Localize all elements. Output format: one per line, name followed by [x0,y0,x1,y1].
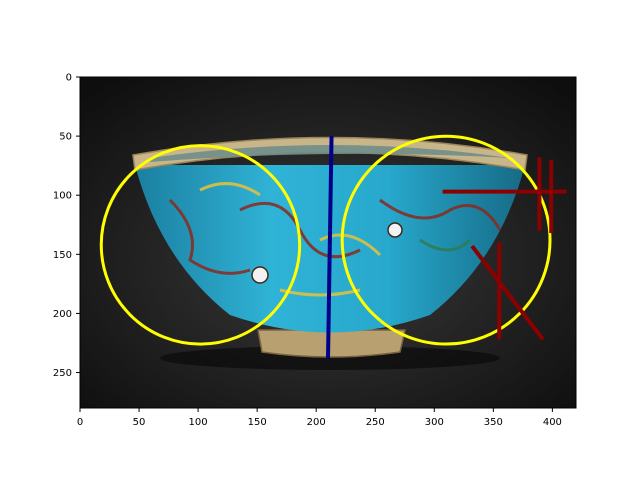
bowl-medallion [251,266,269,284]
x-axis: 0 50 100 150 200 250 300 350 400 [77,408,562,428]
x-tick-label: 300 [425,417,444,428]
x-tick-label: 200 [307,417,326,428]
annotation-cross-mark [470,244,545,341]
y-tick-label: 150 [53,250,72,261]
x-tick-label: 50 [133,417,146,428]
y-tick-label: 200 [53,309,72,320]
y-axis: 0 50 100 150 200 250 [53,73,80,379]
x-tick-label: 350 [484,417,503,428]
y-tick-label: 250 [53,368,72,379]
y-tick-label: 0 [66,73,72,84]
bowl-foot [257,329,406,358]
annotation-circle [99,144,302,346]
y-tick-label: 50 [59,132,72,143]
x-tick-label: 100 [189,417,208,428]
annotation-overlay [99,134,567,359]
bowl-decoration [168,182,502,297]
x-tick-label: 250 [366,417,385,428]
x-tick-label: 150 [248,417,267,428]
axes-frame [79,76,577,409]
annotation-vertical-line [326,136,334,359]
x-tick-label: 400 [543,417,562,428]
annotation-circle [340,134,552,346]
y-tick-label: 100 [53,191,72,202]
x-tick-label: 0 [77,417,83,428]
bowl-medallion [387,222,403,238]
bowl-photo [80,77,576,408]
